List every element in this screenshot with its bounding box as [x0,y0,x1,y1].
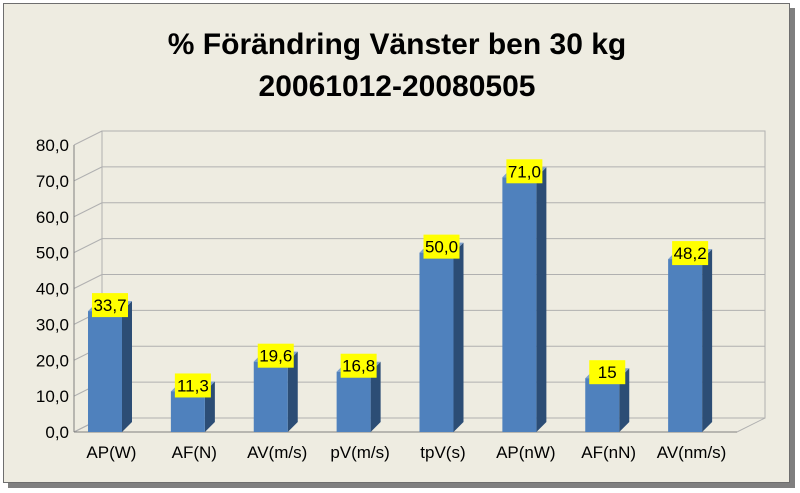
x-tick-label: AP(W) [86,443,136,462]
gridline-diagonal [73,202,103,218]
y-tick-label: 20,0 [36,351,69,370]
bar-front [336,371,371,432]
bar-front [88,311,122,432]
chart-subtitle: 20061012-20080505 [259,70,536,103]
x-axis-labels: AP(W) AF(N) AV(m/s) pV(m/s) tpV(s) AP(nW) AF(n… [86,443,726,462]
data-label-text: 11,3 [177,376,209,395]
data-label-text: 15 [598,363,617,382]
bar-side [370,361,381,432]
y-tick-label: 30,0 [36,315,69,334]
data-label: 33,7 [92,293,128,318]
data-label: 71,0 [506,159,543,184]
y-tick-label: 50,0 [36,244,69,263]
data-label: 16,8 [340,353,377,378]
x-tick-label: AF(nN) [581,443,636,462]
chart-frame: % Förändring Vänster ben 30 kg 20061012-… [3,3,790,483]
bar [419,242,464,432]
data-label-box [423,234,460,259]
data-label: 48,2 [672,241,709,266]
gridline-diagonal [73,130,103,146]
y-axis-ticks: 0,0 10,0 20,0 30,0 40,0 50,0 60,0 70,0 80,0 [36,136,69,442]
bar-front [253,361,288,432]
bar [88,301,132,432]
bar-side [287,351,298,432]
bar [336,361,381,432]
bar-front [668,259,703,432]
data-label-box [589,360,626,385]
x-tick-label: AF(N) [172,443,217,462]
y-tick-label: 80,0 [36,136,69,155]
data-label-box [340,353,377,378]
x-tick-label: pV(m/s) [330,443,390,462]
y-tick-label: 40,0 [36,280,69,299]
y-tick-label: 70,0 [36,172,69,191]
gridline-diagonal [73,238,103,254]
bar-front [419,252,454,432]
data-label-box [174,373,211,398]
bar-side [122,301,132,432]
bar [668,249,713,432]
bar-chart: % Förändring Vänster ben 30 kg 20061012-… [36,28,766,462]
bar-front [502,177,537,432]
data-label-box [672,241,709,266]
bar [502,167,547,432]
x-tick-label: AV(m/s) [247,443,307,462]
data-label-box [506,159,543,184]
data-label-box [257,343,294,368]
data-label-text: 19,6 [259,347,292,366]
data-labels: 33,7 11,3 19,6 16,8 50,0 71,0 15 48,2 [92,159,709,398]
gridline-diagonal [73,274,103,289]
y-tick-label: 0,0 [45,423,69,442]
data-label-text: 71,0 [508,162,541,181]
data-label: 15 [589,360,626,385]
x-tick-label: tpV(s) [420,443,465,462]
data-label-text: 50,0 [425,238,458,257]
bar-side [453,242,464,432]
x-tick-label: AV(nm/s) [657,443,727,462]
data-label: 50,0 [423,234,460,259]
bar-side [702,249,713,432]
chart-title: % Förändring Vänster ben 30 kg [168,28,626,61]
y-tick-label: 60,0 [36,208,69,227]
data-label-text: 16,8 [342,357,375,376]
gridline-diagonal [73,166,103,182]
bar-side [536,167,547,432]
data-label-box [92,293,128,318]
bar-front [170,391,205,432]
bar-front [585,378,620,432]
x-tick-label: AP(nW) [496,443,556,462]
data-label: 19,6 [257,343,294,368]
y-tick-label: 10,0 [36,387,69,406]
data-label-text: 33,7 [93,296,126,315]
data-label: 11,3 [174,373,211,398]
data-label-text: 48,2 [674,244,707,263]
